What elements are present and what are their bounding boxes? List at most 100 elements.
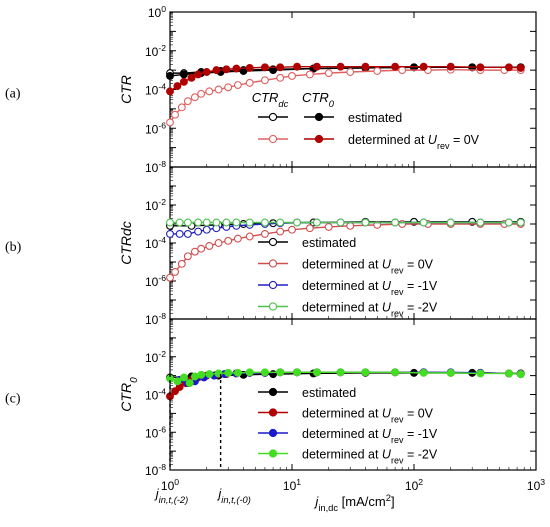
data-point — [361, 62, 370, 71]
data-point — [324, 69, 333, 78]
data-point — [175, 229, 184, 238]
data-point — [288, 225, 296, 234]
data-point — [361, 218, 370, 227]
panel-2: 10-2​ 10-4​ 10-6​ 10-8​ CTRdc (b) estimated det… — [5, 166, 537, 327]
data-point — [245, 63, 254, 72]
data-point — [194, 227, 203, 236]
panel-3: 10-2​ 10-4​ 10-6​ 10-8​ CTR0​ (c) estimated det… — [5, 318, 537, 478]
x-tick-label: 100​ — [161, 477, 179, 493]
data-point — [202, 68, 211, 76]
data-point — [224, 368, 233, 377]
data-point — [398, 66, 407, 75]
data-point — [173, 82, 182, 91]
legend-symbol-marker — [268, 387, 278, 397]
y-tick-label: 10-8​ — [145, 311, 166, 327]
data-point — [183, 252, 192, 261]
data-point — [260, 229, 269, 238]
threshold-label: jin,t,(-2)​ — [154, 486, 188, 505]
data-point — [312, 218, 321, 227]
legend-symbol-marker — [268, 280, 278, 290]
data-point — [245, 232, 254, 241]
series-4 — [166, 368, 525, 388]
series-4 — [166, 218, 525, 227]
y-axis-label: CTR0​ — [118, 377, 140, 412]
data-point — [233, 368, 242, 377]
legend-symbol-marker — [268, 134, 278, 144]
data-point — [391, 62, 400, 71]
data-point — [419, 218, 428, 227]
data-point — [276, 218, 285, 227]
legend-label: determined at Urev​ = -2V — [302, 448, 438, 466]
legend-symbol-marker — [314, 134, 324, 144]
data-point — [166, 87, 174, 96]
legend-col-header: CTR0​ — [302, 90, 335, 109]
x-axis-label: jin,dc​ [mA/cm2​] — [313, 493, 394, 513]
data-point — [179, 77, 188, 86]
x-tick-label: 101​ — [283, 477, 301, 493]
data-point — [187, 73, 196, 82]
data-point — [245, 368, 254, 377]
data-point — [197, 370, 206, 379]
data-point — [446, 368, 455, 377]
data-point — [288, 72, 296, 80]
data-point — [293, 62, 301, 71]
data-point — [336, 368, 345, 377]
data-point — [239, 220, 248, 228]
y-tick-label: 10-6​ — [145, 424, 166, 440]
data-point — [190, 93, 199, 102]
data-point — [346, 68, 355, 76]
data-point — [336, 218, 345, 227]
y-axis-label: CTRdc — [118, 221, 134, 265]
data-point — [179, 373, 188, 382]
panel-label: (c) — [5, 392, 21, 407]
data-point — [190, 247, 199, 256]
data-point — [205, 87, 214, 96]
data-point — [166, 118, 174, 127]
data-point — [373, 67, 382, 75]
data-point — [194, 218, 203, 227]
data-point — [183, 218, 192, 227]
data-point — [361, 368, 370, 377]
data-point — [276, 368, 285, 377]
data-point — [222, 65, 231, 74]
data-point — [166, 72, 174, 80]
data-point — [197, 89, 206, 98]
data-point — [276, 63, 285, 72]
legend: estimated determined at Urev​ = 0V determi… — [258, 236, 438, 319]
data-point — [336, 62, 345, 71]
data-point — [504, 218, 513, 227]
data-point — [175, 218, 184, 227]
data-point — [446, 62, 455, 71]
legend-symbol-marker — [268, 259, 278, 268]
y-tick-label: 10-4​ — [145, 235, 166, 251]
y-tick-label: 10-2​ — [145, 349, 166, 365]
data-point — [185, 379, 194, 388]
legend: estimated determined at Urev​ = 0V determi… — [258, 386, 438, 466]
y-tick-label: 10-6​ — [145, 120, 166, 136]
data-point — [233, 81, 242, 89]
data-point — [166, 273, 174, 282]
data-point — [212, 66, 221, 75]
legend-symbol-marker — [268, 449, 278, 458]
data-point — [202, 225, 211, 234]
y-tick-label: 10-4​ — [145, 82, 166, 98]
x-tick-label: 102​ — [405, 477, 423, 493]
data-point — [197, 244, 206, 253]
legend-label: determined at Urev​ = -2V — [302, 301, 438, 319]
x-tick-label: 103​ — [527, 477, 545, 493]
data-point — [398, 220, 407, 228]
data-point — [194, 70, 203, 79]
data-point — [516, 218, 525, 227]
threshold-label: jin,t,(-0)​ — [216, 486, 250, 505]
data-point — [177, 259, 186, 268]
data-point — [324, 222, 333, 231]
data-point — [305, 70, 314, 79]
y-axis-label: CTR — [118, 75, 134, 104]
data-point — [224, 236, 233, 245]
data-point — [173, 377, 182, 386]
data-point — [260, 63, 269, 72]
data-point — [391, 218, 400, 227]
data-point — [224, 83, 233, 92]
data-point — [205, 241, 214, 250]
